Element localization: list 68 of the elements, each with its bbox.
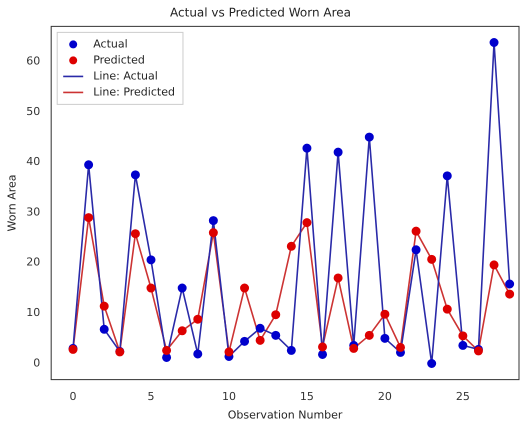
y-tick-label: 20 <box>26 256 40 269</box>
point <box>178 284 187 293</box>
point <box>505 280 514 289</box>
point <box>412 245 421 254</box>
point <box>271 330 280 340</box>
point <box>442 304 452 314</box>
x-tick-label: 0 <box>70 390 77 404</box>
y-tick-label: 60 <box>26 54 40 68</box>
point <box>334 148 343 157</box>
x-tick-label: 15 <box>300 390 314 404</box>
point <box>100 324 109 334</box>
point <box>193 314 202 324</box>
x-tick-label: 20 <box>378 390 392 404</box>
legend-label: Predicted <box>93 53 145 66</box>
point <box>256 324 265 333</box>
point <box>224 347 234 356</box>
point <box>364 330 374 340</box>
point <box>130 229 140 238</box>
point <box>240 336 250 346</box>
point <box>286 346 296 355</box>
point <box>302 144 312 153</box>
x-tick-label: 25 <box>456 390 470 404</box>
point <box>208 228 218 238</box>
point <box>396 342 405 352</box>
x-axis-title: Observation Number <box>228 408 343 422</box>
y-tick-label: 30 <box>26 205 40 218</box>
point <box>458 331 468 340</box>
point <box>505 290 514 299</box>
y-tick-label: 0 <box>33 356 40 370</box>
point <box>318 342 328 352</box>
point <box>84 160 94 170</box>
legend-label: Actual <box>93 37 128 50</box>
point <box>286 242 296 251</box>
point <box>178 326 187 336</box>
point <box>256 336 265 345</box>
point <box>130 170 140 180</box>
point <box>318 350 328 359</box>
point <box>240 284 250 293</box>
point <box>442 171 452 180</box>
point <box>412 226 421 236</box>
point <box>380 334 390 343</box>
legend-label: Line: Predicted <box>93 85 175 98</box>
point <box>380 310 390 319</box>
y-tick-label: 10 <box>26 306 40 320</box>
y-tick-label: 50 <box>26 104 40 118</box>
point <box>490 38 499 47</box>
chart-title: Actual vs Predicted Worn Area <box>170 5 351 20</box>
point <box>302 218 312 228</box>
legend-label: Line: Actual <box>93 69 158 82</box>
point <box>84 213 94 222</box>
point <box>100 302 109 311</box>
point <box>208 216 218 226</box>
point <box>334 273 343 282</box>
point <box>349 344 358 353</box>
point <box>271 310 280 320</box>
x-tick-label: 10 <box>222 390 236 404</box>
point <box>458 340 468 350</box>
x-tick-label: 5 <box>147 390 154 404</box>
point <box>364 132 374 142</box>
point <box>146 284 156 293</box>
point <box>427 254 436 264</box>
point <box>427 359 436 368</box>
point <box>162 346 172 355</box>
y-axis-title: Worn Area <box>5 174 18 232</box>
point <box>193 349 202 358</box>
y-tick-label: 40 <box>26 155 40 168</box>
point <box>490 260 499 270</box>
point <box>146 255 156 264</box>
